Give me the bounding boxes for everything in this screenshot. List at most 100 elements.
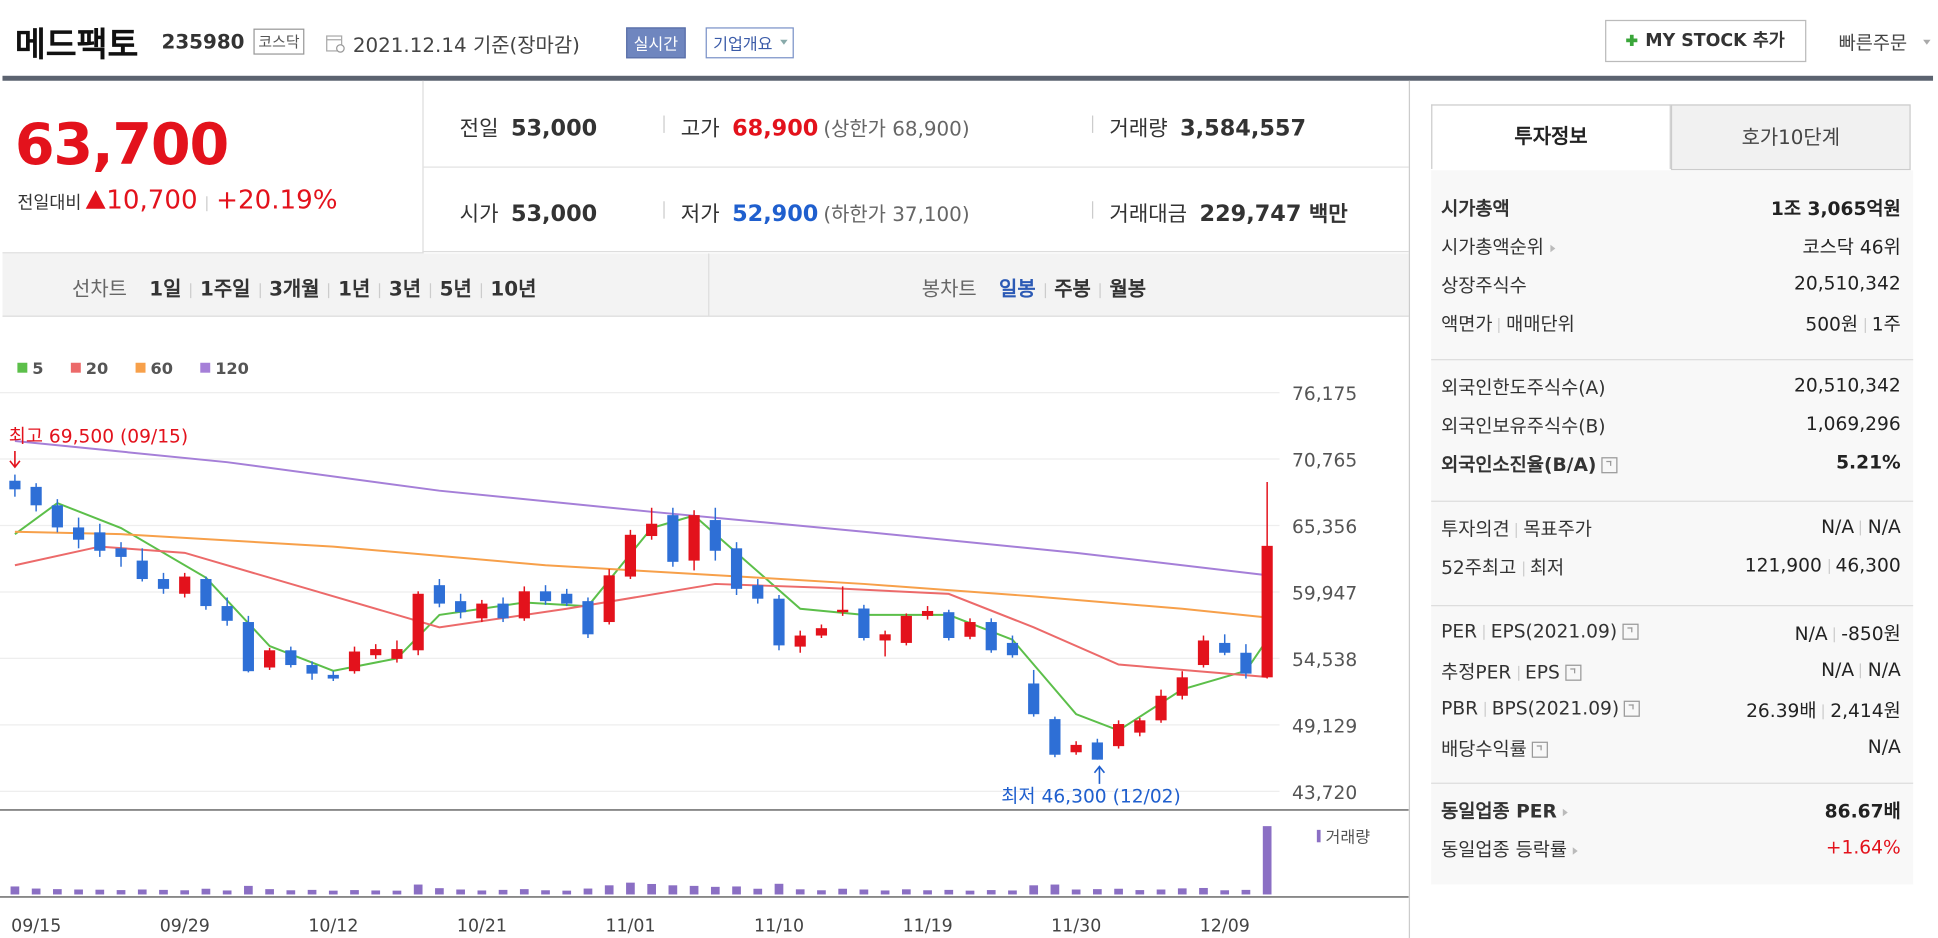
summary-cell: 거래량 3,584,557 (1091, 111, 1306, 142)
candle-body (1112, 724, 1125, 747)
candle-body (1176, 677, 1188, 696)
summary-unit: 백만 (1308, 202, 1348, 228)
period-item[interactable]: 주봉 (1054, 277, 1091, 301)
volume-bar (753, 888, 763, 895)
volume-bar (562, 890, 572, 895)
summary-label: 고가 (680, 116, 720, 142)
info-row: 투자의견 목표주가 N/A N/A (1441, 516, 1901, 546)
cell-separator (663, 201, 665, 219)
volume-bar (1220, 890, 1230, 895)
company-info-text: 기업개요 (713, 36, 773, 55)
volume-bar (647, 883, 656, 895)
period-separator (378, 282, 381, 298)
info-value: 5.21% (1836, 451, 1901, 473)
candle-body (752, 585, 764, 599)
volume-bar (1177, 888, 1187, 895)
summary-label: 저가 (680, 202, 720, 228)
my-stock-button[interactable]: MY STOCK 추가 (1605, 19, 1807, 63)
period-item[interactable]: 5년 (439, 277, 472, 301)
summary-value: 52,900 (732, 201, 819, 228)
candle-body (476, 603, 488, 619)
legend-swatch (70, 362, 81, 373)
info-value-text: N/A (1821, 515, 1855, 538)
volume-label: 거래량 (1326, 827, 1371, 846)
info-value: 500원 1주 (1805, 311, 1900, 337)
x-tick-label: 09/15 (11, 917, 61, 937)
info-row: 동일업종 PER 86.67배 (1441, 798, 1901, 828)
volume-bar (328, 890, 338, 895)
volume-bar (244, 885, 253, 895)
period-separator (1044, 282, 1046, 298)
value-separator (1860, 662, 1862, 678)
period-item[interactable]: 1년 (338, 277, 371, 301)
legend-label: 5 (32, 359, 43, 378)
info-value-text: 1,069,296 (1805, 412, 1901, 435)
change-value: 10,700 (106, 185, 198, 215)
cell-separator (663, 115, 665, 133)
info-value-text: +1.64% (1825, 836, 1901, 859)
candle-body (157, 579, 170, 589)
period-item[interactable]: 10년 (490, 277, 537, 301)
candle-body (603, 575, 615, 623)
summary-cell: 시가 53,000 (460, 196, 598, 227)
info-row: 동일업종 등락률 +1.64% (1441, 836, 1901, 866)
volume-bar (1135, 890, 1145, 895)
legend-swatch (135, 362, 146, 373)
candle-body (327, 674, 339, 679)
period-item[interactable]: 일봉 (999, 277, 1036, 301)
volume-bar (1093, 889, 1102, 895)
period-item[interactable]: 3개월 (269, 277, 320, 301)
candle-periods: 봉차트 일봉 주봉 월봉 (922, 272, 1146, 302)
candle-body (900, 615, 912, 643)
volume-bar (222, 890, 232, 895)
info-value-text: 1주 (1871, 313, 1901, 336)
candle-body (1028, 683, 1040, 715)
candle-body (285, 650, 297, 666)
legend-label: 60 (150, 359, 172, 378)
candle-body (921, 610, 934, 616)
value-separator (1864, 317, 1866, 333)
candle-body (1261, 545, 1273, 678)
period-bar: 선차트 1일 1주일 3개월 1년 3년 5년 10년 봉차트 일봉 주봉 월봉 (2, 253, 1409, 317)
info-label-text: 액면가 (1441, 313, 1493, 336)
period-item[interactable]: 3년 (388, 277, 422, 301)
quick-order[interactable]: 빠른주문 (1838, 32, 1908, 55)
tab-active[interactable]: 투자정보 (1431, 104, 1671, 169)
cell-separator (1091, 115, 1094, 133)
change-line: 전일대비 10,700 +20.19% (17, 185, 337, 215)
period-item[interactable]: 월봉 (1109, 277, 1147, 301)
info-value: 121,900 46,300 (1745, 554, 1901, 576)
volume-bar (604, 885, 614, 895)
value-separator (1828, 558, 1830, 574)
info-row: 시가총액순위 코스닥 46위 (1441, 234, 1901, 264)
info-label-text: 52주최고 (1441, 556, 1517, 579)
volume-bar (371, 890, 381, 895)
period-item[interactable]: 1주일 (200, 277, 251, 301)
volume-bar (965, 890, 975, 895)
candle-body (264, 650, 276, 668)
x-tick-label: 10/21 (457, 917, 507, 937)
summary-label: 전일 (459, 116, 499, 142)
info-value: 코스닥 46위 (1803, 234, 1901, 260)
company-info-button[interactable]: 기업개요 (705, 27, 794, 59)
section-divider (1431, 782, 1914, 784)
info-label: 상장주식수 (1441, 275, 1527, 297)
volume-bar (668, 885, 678, 895)
period-item[interactable]: 1일 (149, 277, 182, 301)
info-label-text: 동일업종 등락률 (1441, 838, 1568, 861)
volume-bar (350, 890, 359, 895)
tab[interactable]: 호가10단계 (1670, 104, 1911, 171)
summary-note: (하한가 37,100) (823, 202, 970, 227)
candle-body (688, 515, 700, 561)
label-separator (1517, 665, 1519, 681)
candle-body (1197, 640, 1210, 666)
current-price: 63,700 (14, 110, 229, 178)
info-value: 26.39배 2,414원 (1746, 697, 1901, 723)
realtime-button[interactable]: 실시간 (626, 27, 686, 59)
info-value-text: 46,300 (1835, 554, 1901, 577)
info-label-text: 시가총액 (1441, 197, 1510, 220)
info-label-text: EPS(2021.09) (1490, 619, 1618, 643)
volume-bar (1199, 887, 1208, 895)
volume-bar (95, 889, 105, 895)
